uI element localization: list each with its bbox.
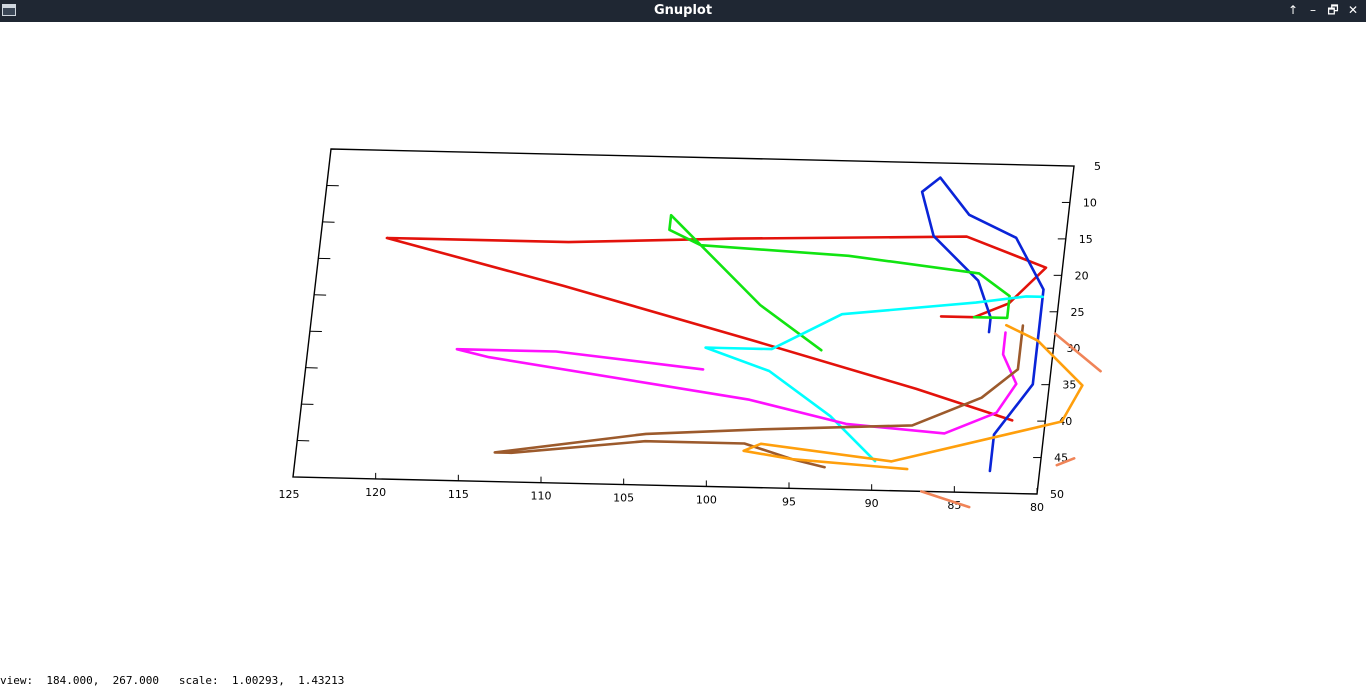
maximize-icon[interactable]: 🗗 xyxy=(1327,3,1339,17)
scale-value: 1.00293, 1.43213 xyxy=(231,674,345,687)
x-tick-label: 100 xyxy=(696,493,717,506)
scale-label: scale: xyxy=(178,674,219,687)
window-title: Gnuplot xyxy=(653,3,713,18)
keep-above-icon[interactable]: ↑ xyxy=(1287,3,1299,17)
series-line-9 xyxy=(1053,332,1102,373)
x-tick-label: 90 xyxy=(865,497,879,510)
y-tick-label: 25 xyxy=(1071,306,1085,319)
series-line-8 xyxy=(919,490,971,509)
view-label: view: xyxy=(0,674,34,687)
close-icon[interactable]: ✕ xyxy=(1347,3,1359,17)
y-tick-label: 50 xyxy=(1050,488,1064,501)
y-tick-label: 5 xyxy=(1094,160,1101,173)
minimize-icon[interactable]: – xyxy=(1310,3,1316,17)
x-tick-label: 120 xyxy=(365,486,386,499)
axis-ticks: 120 115 110 105 100 95 90 85 8012551015202530354… xyxy=(279,160,1102,514)
series-line-2 xyxy=(920,176,1045,473)
y-tick-label: 10 xyxy=(1083,196,1097,209)
splot-canvas[interactable]: 120 115 110 105 100 95 90 85 8012551015202530354… xyxy=(0,22,1366,672)
y-tick-label: 35 xyxy=(1062,379,1076,392)
x-tick-label: 115 xyxy=(448,488,469,501)
series-line-3 xyxy=(668,213,1011,352)
x-tick-label: 105 xyxy=(613,492,634,505)
plot-area[interactable]: 120 115 110 105 100 95 90 85 80 125 5 10 15 20 25 30 35 4… xyxy=(0,22,1366,672)
series-line-1 xyxy=(385,235,1048,422)
x-tick-label: 95 xyxy=(782,495,796,508)
series-line-5 xyxy=(455,331,1018,435)
view-value: 184.000, 267.000 xyxy=(46,674,159,687)
y-tick-label: 40 xyxy=(1058,415,1072,428)
y-tick-label: 20 xyxy=(1075,269,1089,282)
series-line-10 xyxy=(1055,456,1076,467)
series-line-7 xyxy=(742,323,1084,471)
window-titlebar: Gnuplot ↑ – 🗗 ✕ xyxy=(0,0,1366,22)
app-window-icon[interactable] xyxy=(2,4,16,16)
status-bar: view: 184.000, 267.000 scale: 1.00293, 1… xyxy=(0,674,1366,688)
y-tick-label: 15 xyxy=(1079,233,1093,246)
series-group xyxy=(385,176,1102,509)
window-controls: ↑ – 🗗 ✕ xyxy=(1286,2,1360,18)
x-tick-label: 80 xyxy=(1030,501,1044,514)
x-tick-label: 110 xyxy=(531,490,552,503)
series-line-4 xyxy=(704,295,1044,463)
x-tick-label-corner: 125 xyxy=(279,488,300,501)
